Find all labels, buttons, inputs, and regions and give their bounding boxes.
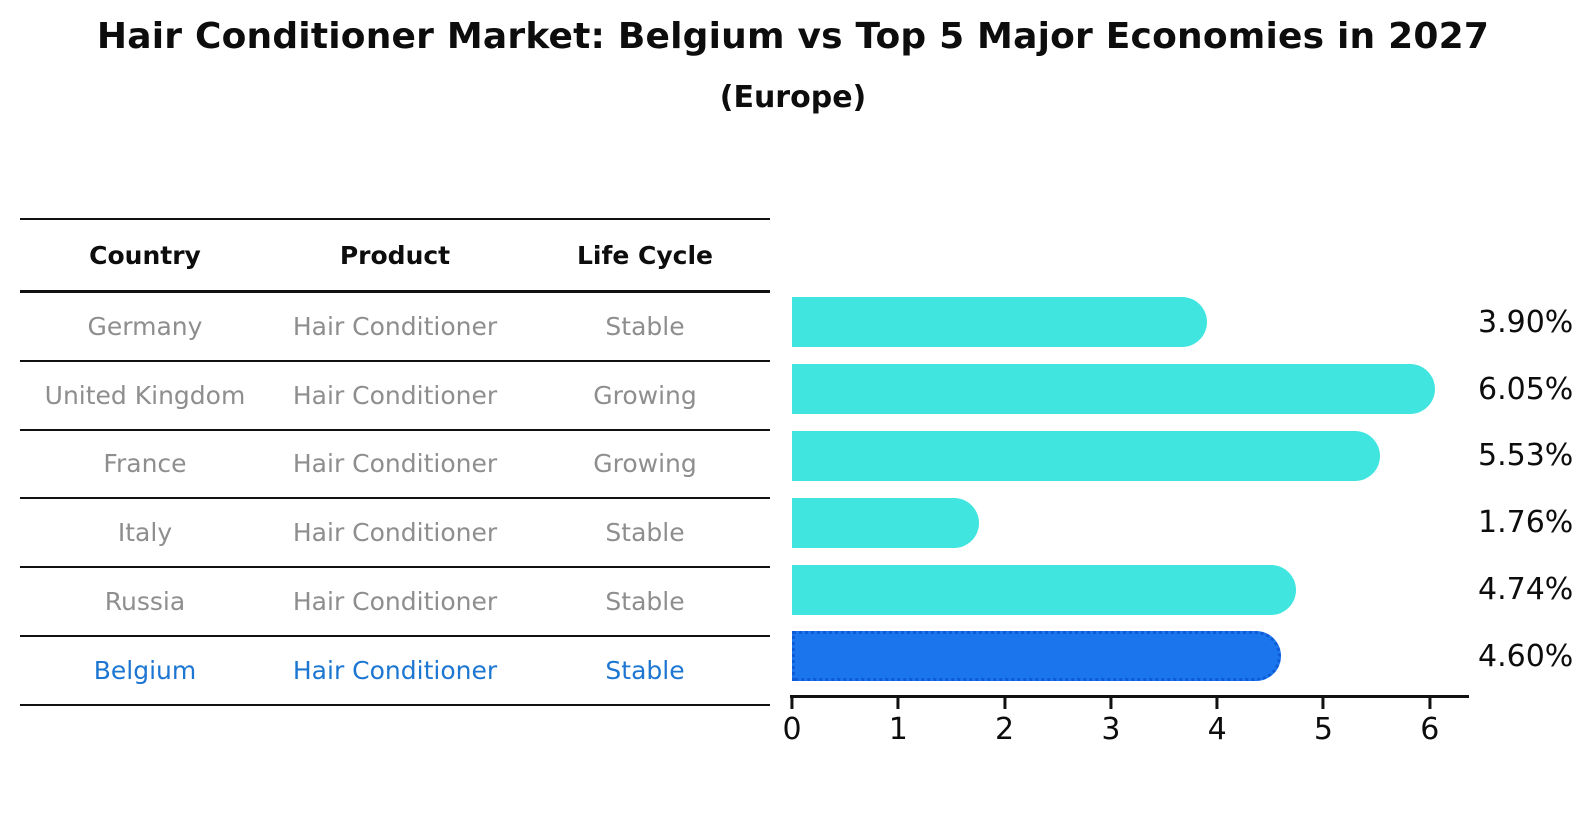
cell-life-cycle: Stable (605, 518, 685, 548)
cell-life-cycle: Stable (605, 655, 685, 685)
tick-label: 3 (1101, 712, 1121, 747)
cell-country: Italy (117, 518, 173, 548)
table-row-russia: Russia Hair Conditioner Stable (20, 568, 770, 637)
cell-country: France (103, 449, 187, 479)
bar-germany (792, 297, 1207, 348)
value-row: 4.60% (1478, 623, 1586, 690)
x-tick: 0 (782, 698, 802, 747)
table-row-united-kingdom: United Kingdom Hair Conditioner Growing (20, 362, 770, 431)
value-label-russia: 4.74% (1478, 572, 1574, 608)
cell-country: United Kingdom (44, 380, 246, 410)
cell-life-cycle: Stable (605, 311, 685, 341)
bar-row (792, 556, 1468, 623)
page-subtitle: (Europe) (719, 80, 867, 115)
value-row: 6.05% (1478, 356, 1586, 423)
value-label-italy: 1.76% (1478, 505, 1574, 541)
bar-chart-plot-area (792, 289, 1468, 690)
tick-mark (1428, 698, 1432, 709)
x-tick: 4 (1208, 698, 1227, 747)
cell-country: Russia (104, 587, 186, 617)
tick-label: 0 (782, 712, 802, 747)
bar-row (792, 623, 1468, 690)
bar-italy (792, 497, 980, 548)
bar-united-kingdom (792, 364, 1436, 415)
value-label-france: 5.53% (1478, 438, 1574, 474)
bar-row (792, 423, 1468, 490)
cell-life-cycle: Growing (593, 380, 697, 410)
bar-france (792, 430, 1380, 481)
value-row: 5.53% (1478, 423, 1586, 490)
value-row: 1.76% (1478, 489, 1586, 556)
column-header-country: Country (89, 240, 201, 270)
x-tick: 2 (995, 698, 1014, 747)
cell-product: Hair Conditioner (292, 587, 498, 617)
column-header-life-cycle: Life Cycle (576, 240, 714, 270)
bar-row (792, 289, 1468, 356)
cell-product: Hair Conditioner (292, 518, 498, 548)
tick-label: 2 (995, 712, 1015, 747)
bar-row (792, 356, 1468, 423)
x-axis-ticks: 0 1 2 3 4 5 6 (782, 698, 1468, 748)
table-row-germany: Germany Hair Conditioner Stable (20, 293, 770, 362)
tick-mark (1109, 698, 1113, 709)
tick-label: 4 (1207, 712, 1227, 747)
page-title: Hair Conditioner Market: Belgium vs Top … (96, 16, 1490, 57)
cell-life-cycle: Growing (593, 449, 697, 479)
value-row: 3.90% (1478, 289, 1586, 356)
table-header-row: Country Product Life Cycle (20, 218, 770, 293)
value-row: 4.74% (1478, 556, 1586, 623)
x-tick: 6 (1420, 698, 1439, 747)
tick-mark (1321, 698, 1325, 709)
table-row-belgium: Belgium Hair Conditioner Stable (20, 637, 770, 706)
comparison-table: Country Product Life Cycle Germany Hair … (20, 218, 770, 706)
tick-mark (896, 698, 900, 709)
bar-row (792, 489, 1468, 556)
bar-value-labels: 3.90% 6.05% 5.53% 1.76% 4.74% 4.60% (1478, 289, 1586, 690)
cell-life-cycle: Stable (605, 587, 685, 617)
x-tick: 5 (1314, 698, 1333, 747)
cell-product: Hair Conditioner (292, 449, 498, 479)
cell-product: Hair Conditioner (292, 380, 498, 410)
x-axis-line (790, 695, 1469, 698)
x-tick: 1 (889, 698, 908, 747)
tick-mark (1003, 698, 1007, 709)
tick-label: 6 (1420, 712, 1440, 747)
value-label-germany: 3.90% (1478, 304, 1574, 340)
cell-product: Hair Conditioner (292, 655, 498, 685)
value-label-united-kingdom: 6.05% (1478, 371, 1574, 407)
cell-product: Hair Conditioner (292, 311, 498, 341)
tick-label: 5 (1313, 712, 1333, 747)
table-row-italy: Italy Hair Conditioner Stable (20, 499, 770, 569)
tick-mark (790, 698, 794, 709)
x-tick: 3 (1101, 698, 1120, 747)
value-label-belgium: 4.60% (1478, 638, 1574, 674)
column-header-product: Product (339, 240, 451, 270)
cell-country: Belgium (93, 655, 197, 685)
tick-label: 1 (888, 712, 908, 747)
cell-country: Germany (87, 311, 203, 341)
table-row-france: France Hair Conditioner Growing (20, 431, 770, 500)
bar-belgium-highlighted (792, 631, 1281, 682)
bar-russia (792, 564, 1296, 615)
tick-mark (1215, 698, 1219, 709)
